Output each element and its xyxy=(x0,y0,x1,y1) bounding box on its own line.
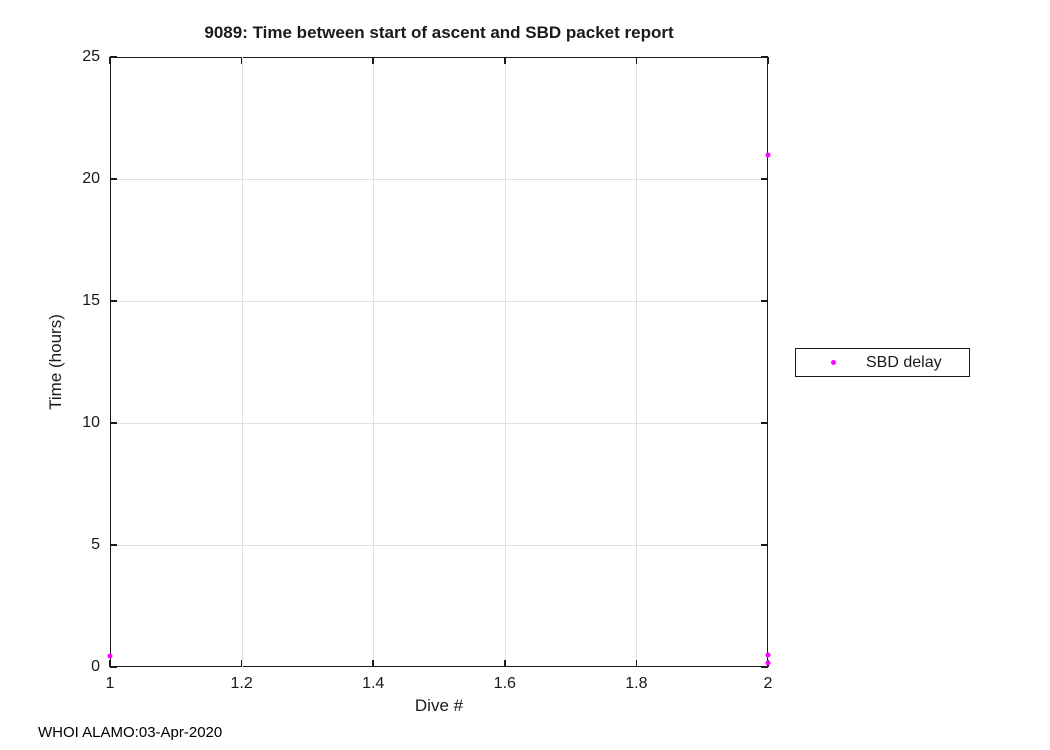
scatter-point-marker-icon xyxy=(831,360,836,365)
x-tick-label: 1.6 xyxy=(493,675,516,692)
y-tick-mark xyxy=(761,422,768,424)
horizontal-gridline xyxy=(110,179,768,180)
x-tick-label: 1.8 xyxy=(625,675,648,692)
y-tick-mark xyxy=(110,178,117,180)
legend: SBD delay xyxy=(795,348,970,377)
x-tick-mark xyxy=(372,660,374,667)
y-tick-mark xyxy=(110,666,117,668)
x-tick-label: 1 xyxy=(105,675,115,692)
x-tick-mark xyxy=(240,57,243,64)
x-tick-label: 1.4 xyxy=(362,675,385,692)
horizontal-gridline xyxy=(110,545,768,546)
x-tick-label: 2 xyxy=(763,675,773,692)
y-tick-mark xyxy=(110,422,117,424)
vertical-gridline xyxy=(504,57,506,667)
horizontal-gridline xyxy=(110,423,768,424)
x-tick-mark xyxy=(504,660,506,667)
y-tick-label: 15 xyxy=(82,292,100,309)
x-tick-mark xyxy=(504,57,506,64)
y-tick-mark xyxy=(110,56,117,58)
y-tick-mark xyxy=(761,544,768,546)
x-tick-mark xyxy=(635,660,638,667)
scatter-data-point xyxy=(107,653,113,659)
y-axis-label: Time (hours) xyxy=(46,314,65,410)
chart-title: 9089: Time between start of ascent and S… xyxy=(204,23,674,42)
vertical-gridline xyxy=(636,57,638,667)
y-tick-mark xyxy=(761,56,768,58)
x-tick-mark xyxy=(372,57,374,64)
y-tick-label: 10 xyxy=(82,414,100,431)
vertical-gridline xyxy=(373,57,375,667)
scatter-data-point xyxy=(765,660,771,666)
x-tick-mark xyxy=(109,57,111,64)
x-tick-mark xyxy=(240,660,243,667)
axes-box xyxy=(110,57,768,667)
plot-area xyxy=(107,56,771,668)
y-tick-label: 25 xyxy=(82,48,100,65)
y-tick-mark xyxy=(110,544,117,546)
y-tick-mark xyxy=(761,178,768,180)
x-tick-label: 1.2 xyxy=(230,675,253,692)
y-tick-mark xyxy=(761,666,768,668)
watermark-text: WHOI ALAMO:03-Apr-2020 xyxy=(38,724,223,741)
scatter-data-point xyxy=(765,152,771,158)
horizontal-gridline xyxy=(110,301,768,302)
y-tick-mark xyxy=(110,300,117,302)
x-tick-mark xyxy=(635,57,638,64)
legend-label: SBD delay xyxy=(866,353,942,371)
y-tick-label: 20 xyxy=(82,170,100,187)
y-tick-label: 0 xyxy=(91,658,100,675)
x-tick-mark xyxy=(109,660,111,667)
y-tick-label: 5 xyxy=(91,536,100,553)
x-axis-label: Dive # xyxy=(414,696,464,715)
vertical-gridline xyxy=(241,57,243,667)
y-tick-mark xyxy=(761,300,768,302)
scatter-data-point xyxy=(765,652,771,658)
x-tick-mark xyxy=(767,57,769,64)
